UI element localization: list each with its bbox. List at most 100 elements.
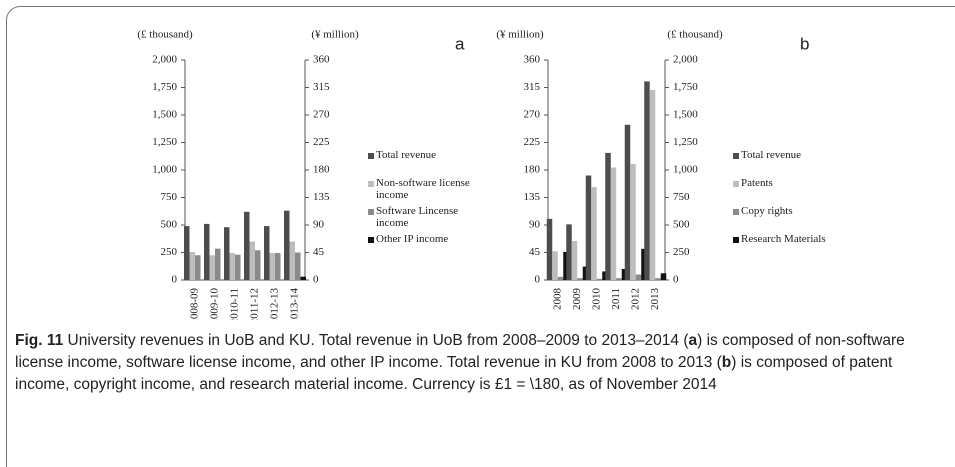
legend-item: Other IP income (376, 233, 449, 245)
bar (571, 240, 578, 280)
legend-label: Non-software license income (376, 177, 470, 201)
legend-item: Research Materials (741, 233, 826, 245)
panel-label: b (800, 34, 809, 53)
legend-swatch (733, 237, 739, 243)
x-tick-label: 2013 (649, 288, 661, 311)
y2-tick-label: 90 (313, 219, 325, 231)
y2-tick-label: 0 (673, 274, 679, 286)
caption-text: ) is composed of patent income, copyrigh… (15, 354, 893, 393)
y-tick-label: 500 (161, 219, 178, 231)
bar (577, 278, 583, 280)
legend-item: Total revenue (741, 149, 802, 161)
legend-label: Copy rights (741, 205, 793, 217)
y-tick-label: 90 (529, 219, 541, 231)
legend-swatch (368, 181, 374, 187)
caption: Fig. 11 University revenues in UoB and K… (15, 330, 940, 396)
y-tick-label: 180 (524, 164, 541, 176)
bar (602, 271, 608, 280)
bar (289, 241, 295, 280)
bar (649, 89, 656, 280)
bar (635, 274, 642, 280)
y2-tick-label: 1,500 (673, 109, 698, 121)
y2-tick-label: 750 (673, 191, 690, 203)
charts: a (£ thousand) (¥ million) 0 250 500 750 1,000 1… (137, 29, 826, 320)
y2-tick-label: 250 (673, 246, 690, 258)
y-tick-label: 1,250 (152, 136, 177, 148)
legend-swatch (368, 237, 374, 243)
y2-tick-label: 2,000 (673, 54, 698, 66)
bar (546, 218, 553, 280)
legend-label: Total revenue (376, 149, 437, 161)
bar (215, 248, 221, 280)
legend-swatch (733, 181, 739, 187)
bar (552, 251, 558, 280)
y-tick-label: 360 (524, 54, 541, 66)
bar (295, 252, 301, 280)
bar (189, 251, 195, 280)
bar (264, 226, 270, 280)
bar (229, 253, 235, 280)
y-tick-label: 2,000 (152, 54, 177, 66)
y-tick-label: 0 (172, 274, 178, 286)
y2-tick-label: 1,250 (673, 136, 698, 148)
x-tick-label: 2008 (551, 288, 563, 311)
legend-label: Other IP income (376, 233, 449, 245)
y2-tick-label: 360 (313, 54, 330, 66)
y2-tick-label: 1,000 (673, 164, 698, 176)
bar (209, 255, 215, 280)
x-tick-label: 2009 (571, 288, 583, 311)
y-tick-label: 270 (524, 109, 541, 121)
x-tick-label: 2010 (590, 288, 602, 311)
bar (591, 187, 597, 280)
bar (630, 163, 636, 280)
y-axis-label: (¥ million) (496, 29, 544, 41)
y2-tick-label: 225 (313, 136, 330, 148)
y2-tick-label: 315 (313, 81, 330, 93)
y2-tick-label: 0 (313, 274, 319, 286)
bar (582, 266, 589, 280)
y-tick-label: 1,750 (152, 81, 177, 93)
y2-tick-label: 500 (673, 219, 690, 231)
y-tick-label: 225 (524, 136, 541, 148)
legend-label: Total revenue (741, 149, 802, 161)
y-axis-label: (£ thousand) (137, 29, 193, 41)
legend-swatch (733, 153, 739, 159)
bar (275, 253, 281, 280)
bar (644, 81, 650, 280)
bar (610, 167, 617, 280)
y2-tick-label: 1,750 (673, 81, 698, 93)
legend-item: Total revenue (376, 149, 437, 161)
bar (557, 276, 564, 280)
x-tick-label: 2008-09 (189, 288, 201, 320)
y-tick-label: 1,500 (152, 109, 177, 121)
bar (300, 276, 306, 280)
y-tick-label: 315 (524, 81, 541, 93)
x-tick-label: 2011-12 (249, 288, 261, 320)
y-tick-label: 1,000 (152, 164, 177, 176)
bar (624, 124, 631, 281)
y-tick-label: 250 (161, 246, 178, 258)
y-tick-label: 0 (535, 274, 541, 286)
bar (244, 211, 250, 280)
bar (195, 255, 201, 280)
y-tick-label: 45 (529, 246, 541, 258)
legend-item: Software Lincense income (376, 205, 459, 229)
bar (585, 175, 592, 280)
bar (249, 241, 255, 280)
y-tick-label: 750 (161, 191, 178, 203)
bar (641, 248, 647, 280)
bar (566, 224, 572, 280)
legend-label: Research Materials (741, 233, 826, 245)
caption-text: ) is composed of non-software license in… (15, 332, 905, 371)
y2-tick-label: 270 (313, 109, 330, 121)
caption-text: University revenues in UoB and KU. Total… (63, 332, 689, 349)
caption-label: Fig. 11 (15, 332, 64, 349)
x-tick-label: 2012 (629, 288, 641, 310)
bar (563, 251, 569, 280)
x-tick-label: 2009-10 (209, 288, 221, 320)
legend-swatch (368, 153, 374, 159)
caption-ref: b (721, 354, 732, 371)
legend-label: Patents (741, 177, 773, 189)
x-tick-label: 2010-11 (229, 288, 241, 320)
legend-label: Software Lincense income (376, 205, 459, 229)
